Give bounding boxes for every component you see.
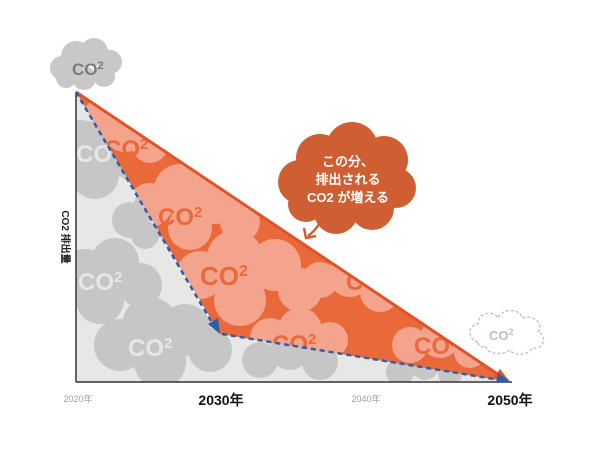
callout-pointer-arrowhead	[302, 227, 317, 240]
orange-cloud	[176, 230, 322, 326]
orange-cloud-co2-label: CO2	[158, 204, 202, 231]
callout-pointer	[307, 209, 327, 237]
x-tick-label-2030: 2030年	[198, 392, 243, 408]
orange-cloud-co2-label: CO2	[200, 261, 248, 291]
orange-cloud-co2-label: CO2	[346, 269, 390, 296]
callout-line: この分、	[322, 154, 374, 169]
linear-reduction-line	[75, 90, 509, 383]
gray-cloud-co2-label: CO2	[128, 335, 172, 362]
future-co2-cloud-icon: CO2	[469, 309, 545, 355]
co2-cloud-label: CO2	[72, 60, 104, 79]
x-tick-label-2050: 2050年	[487, 392, 532, 408]
gray-cloud-co2-label: CO2	[78, 269, 122, 296]
planned-reduction-path	[74, 91, 511, 383]
future-co2-label: CO2	[489, 327, 514, 343]
co2-cloud-icon: CO2	[50, 38, 122, 90]
callout-line: 排出される	[315, 172, 380, 187]
x-tick-label-2020: 2020年	[63, 393, 92, 404]
callout-bubble: この分、 排出される CO2 が増える	[278, 122, 416, 240]
planned-path-arrowhead	[496, 373, 511, 383]
callout-line: CO2 が増える	[307, 190, 389, 205]
x-tick-label-2040: 2040年	[351, 393, 380, 404]
planned-path-arrowhead	[208, 318, 220, 334]
y-axis-label: CO2 排出量	[59, 210, 72, 263]
gray-cloud	[76, 238, 162, 324]
gray-cloud	[94, 297, 232, 382]
gray-cloud-co2-label: CO2	[76, 141, 120, 168]
